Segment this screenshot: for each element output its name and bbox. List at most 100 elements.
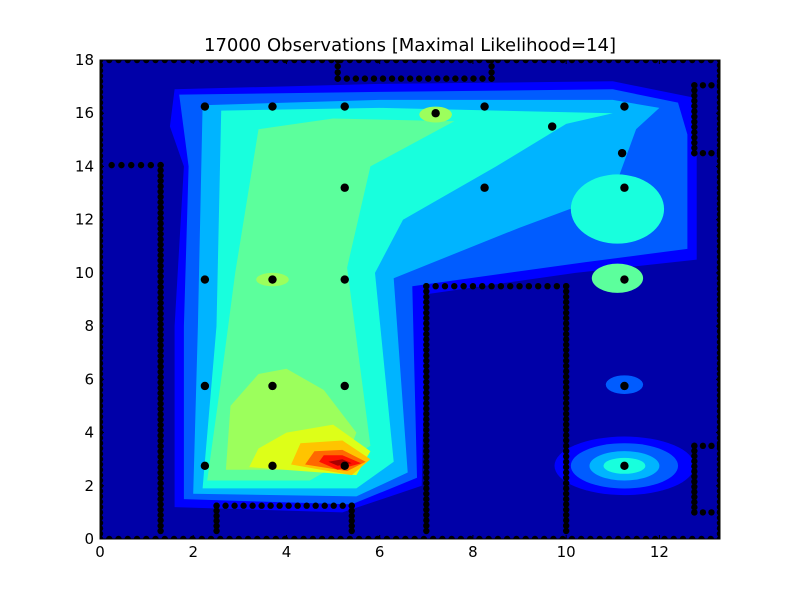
wall-dot [406,75,414,82]
wall-dot [716,94,720,101]
wall-dot [691,139,698,146]
wall-dot [267,502,274,509]
wall-dot [100,519,104,527]
wall-dot [716,173,720,181]
wall-dot [540,60,548,64]
wall-dot [448,535,455,539]
x-tick-label: 4 [282,543,292,561]
wall-dot [285,502,292,509]
wall-dot [157,458,164,466]
wall-dot [198,535,205,539]
wall-dot [100,62,104,69]
wall-dot [388,75,396,82]
wall-dot [157,363,164,370]
wall-dot [716,509,720,516]
wall-dot [531,60,539,64]
wall-dot [217,535,224,539]
wall-dot [423,421,430,428]
wall-dot [100,525,104,532]
wall-dot [157,352,164,360]
wall-dot [157,480,164,487]
wall-dot [100,205,104,213]
wall-dot [716,461,720,468]
wall-dot [272,60,280,64]
wall-dot [157,257,164,264]
wall-dot [679,60,687,64]
wall-dot [249,502,256,509]
wall-dot [157,442,164,450]
wall-dot [370,75,378,82]
wall-dot [691,509,698,516]
wall-dot [691,118,698,126]
wall-dot [213,502,220,509]
wall-dot [562,416,570,423]
wall-dot [699,82,707,89]
wall-dot [157,437,164,445]
wall-dot [488,60,495,64]
wall-dot [559,535,566,539]
observation-point [268,102,277,111]
wall-dot [100,434,104,442]
wall-dot [716,466,720,474]
wall-dot [100,424,104,431]
wall-dot [100,498,104,505]
observation-point [268,461,277,471]
wall-dot [562,320,570,327]
wall-dot [423,511,430,519]
wall-dot [562,511,570,519]
wall-dot [411,60,418,64]
wall-dot [348,512,355,520]
wall-dot [100,94,104,101]
wall-dot [100,275,104,282]
y-tick-label: 14 [75,157,94,175]
wall-dot [100,88,104,96]
wall-dot [100,152,104,159]
wall-dot [423,346,430,354]
observation-point [431,109,440,118]
wall-dot [691,493,698,501]
wall-dot [157,331,164,339]
wall-dot [691,483,698,491]
wall-dot [157,511,164,519]
wall-dot [100,131,104,138]
wall-dot [321,502,328,509]
wall-dot [213,522,220,530]
wall-dot [152,60,159,64]
wall-dot [716,402,720,410]
wall-dot [562,527,570,535]
wall-dot [100,344,104,351]
wall-dot [170,60,178,64]
wall-dot [157,220,164,227]
wall-dot [100,514,104,521]
wall-dot [707,535,714,539]
wall-dot [157,411,164,418]
wall-dot [254,535,261,539]
wall-dot [100,253,104,261]
wall-dot [100,221,104,229]
wall-dot [124,535,131,539]
wall-dot [568,535,576,539]
wall-dot [100,243,104,250]
wall-dot [365,535,372,539]
wall-dot [689,60,696,64]
wall-dot [157,469,164,476]
wall-dot [562,400,570,407]
wall-dot [423,463,430,471]
wall-dot [716,120,720,128]
wall-dot [352,75,360,82]
wall-dot [562,506,570,513]
observation-point [480,102,489,111]
wall-dot [429,60,437,64]
wall-dot [207,535,215,539]
wall-dot [562,442,570,450]
wall-dot [691,92,698,99]
wall-dot [100,120,104,128]
wall-dot [716,450,720,458]
y-tick-label: 2 [84,477,94,495]
wall-dot [392,60,400,64]
wall-dot [534,282,542,290]
wall-dot [100,173,104,181]
wall-dot [100,535,104,539]
wall-dot [716,381,720,388]
wall-dot [157,214,164,222]
